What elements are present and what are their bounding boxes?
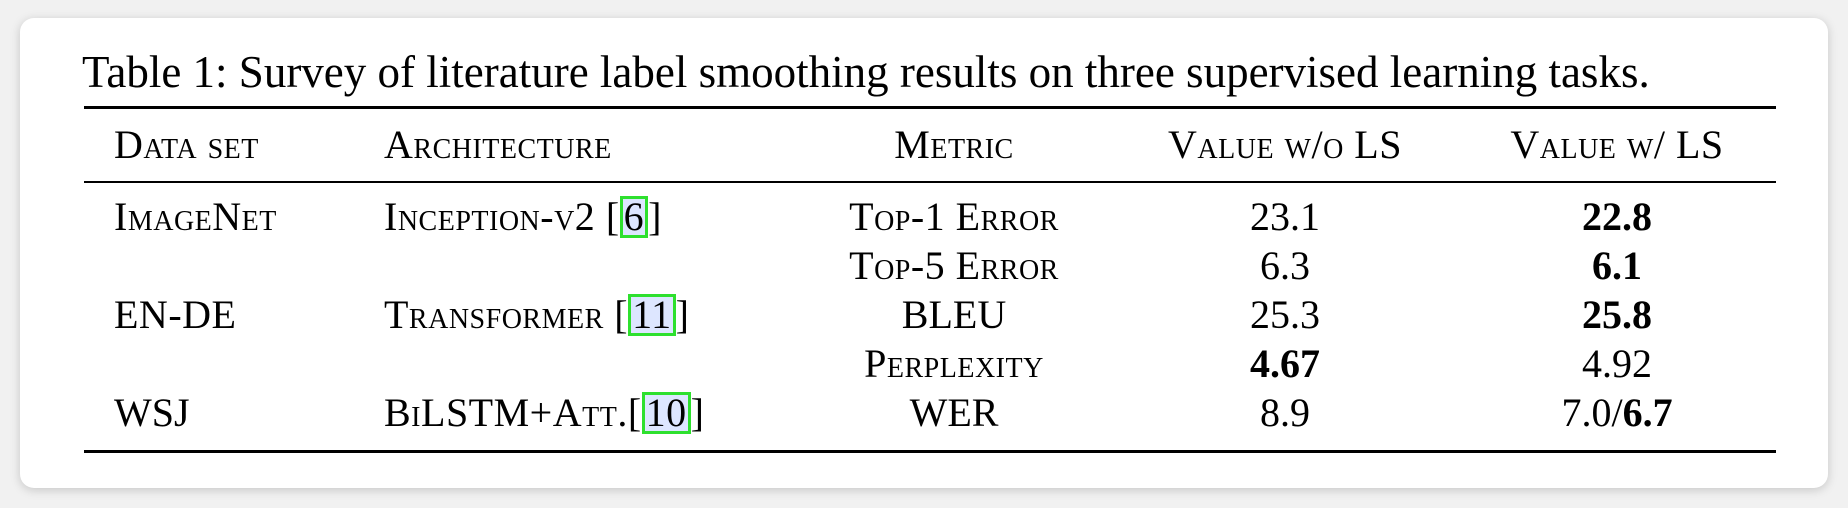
header-rule: [84, 181, 1776, 183]
header-architecture: Architecture: [384, 122, 612, 167]
table-card: [20, 18, 1828, 488]
row-2-metric: Top-5 Error: [849, 243, 1059, 288]
row-5-citation-link[interactable]: 10: [641, 392, 691, 434]
row-1-value-with-ls: 22.8: [1582, 194, 1652, 239]
row-5-architecture-label: BiLSTM+Att.: [384, 390, 628, 435]
row-3-architecture: Transformer [11]: [384, 292, 690, 337]
row-1-architecture-label: Inception-v2: [384, 194, 596, 239]
row-1-metric: Top-1 Error: [849, 194, 1059, 239]
row-2-value-without-ls: 6.3: [1260, 243, 1310, 288]
row-5-value-with-ls-plain: 7.0/: [1561, 390, 1623, 435]
row-1-citation-link[interactable]: 6: [619, 196, 649, 238]
bottom-rule: [84, 450, 1776, 453]
row-1-value-without-ls: 23.1: [1250, 194, 1320, 239]
header-metric: Metric: [894, 122, 1014, 167]
row-1-dataset: ImageNet: [114, 194, 277, 239]
row-1-architecture: Inception-v2 [6]: [384, 194, 662, 239]
row-3-value-without-ls: 25.3: [1250, 292, 1320, 337]
row-4-value-with-ls: 4.92: [1582, 341, 1652, 386]
top-rule: [84, 106, 1776, 109]
row-4-metric: Perplexity: [864, 341, 1044, 386]
row-5-value-with-ls-best: 6.7: [1622, 390, 1673, 435]
row-5-value-without-ls: 8.9: [1260, 390, 1310, 435]
row-3-citation-link[interactable]: 11: [628, 294, 676, 336]
row-5-value-with-ls: 7.0/6.7: [1561, 389, 1672, 437]
row-3-architecture-label: Transformer: [384, 292, 604, 337]
row-3-value-with-ls: 25.8: [1582, 292, 1652, 337]
row-4-value-without-ls: 4.67: [1250, 341, 1320, 386]
row-2-value-with-ls: 6.1: [1592, 243, 1642, 288]
header-value-without-ls: Value w/o LS: [1168, 122, 1402, 167]
header-value-with-ls: Value w/ LS: [1510, 122, 1724, 167]
header-dataset: Data set: [114, 122, 259, 167]
row-5-architecture: BiLSTM+Att.[10]: [384, 390, 705, 435]
row-5-dataset: WSJ: [114, 390, 190, 435]
row-3-dataset: EN-DE: [114, 292, 237, 337]
table-caption: Table 1: Survey of literature label smoo…: [82, 47, 1650, 97]
row-3-metric: BLEU: [901, 292, 1007, 337]
row-5-metric: WER: [909, 390, 999, 435]
